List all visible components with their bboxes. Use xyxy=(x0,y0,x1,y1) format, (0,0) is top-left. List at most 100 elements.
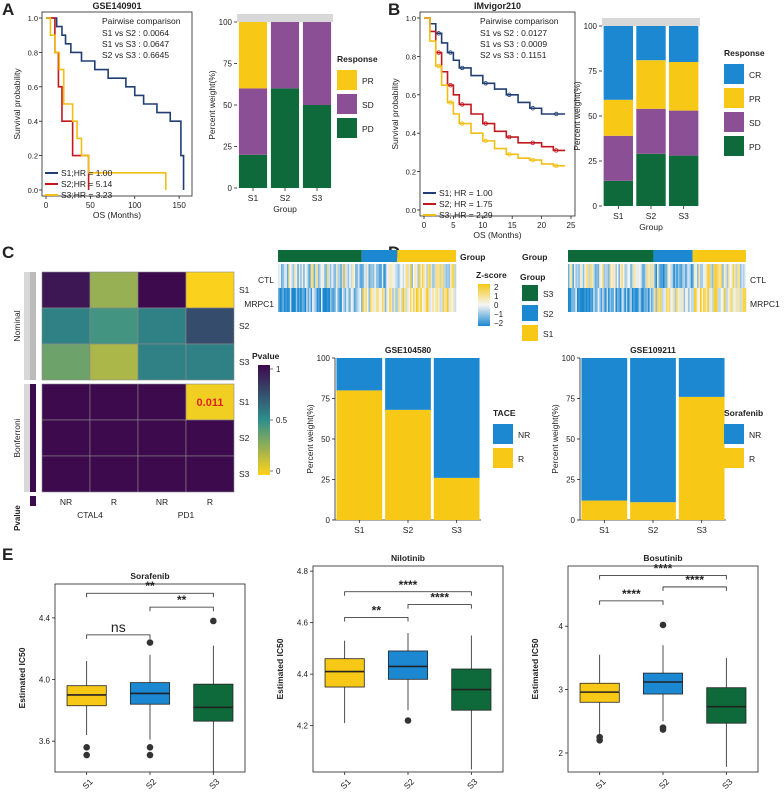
expression-cell xyxy=(294,264,297,288)
expression-cell xyxy=(386,264,389,288)
outlier-point xyxy=(210,617,217,625)
expression-cell xyxy=(304,288,307,312)
expression-cell xyxy=(350,288,353,312)
expression-cell xyxy=(603,288,606,312)
significance-label: ** xyxy=(177,593,187,607)
legend-swatch-pd xyxy=(337,118,357,138)
x-tick-label: 0 xyxy=(422,221,427,230)
expression-cell xyxy=(341,288,344,312)
heatmap-cell xyxy=(137,419,187,457)
expression-cell xyxy=(667,264,670,288)
panel-label-b: B xyxy=(388,0,400,19)
y-axis-label: Estimated IC50 xyxy=(275,638,285,699)
y-tick-label: 25 xyxy=(223,143,232,152)
x-tick-label: S1 xyxy=(338,776,353,791)
expression-cell xyxy=(359,288,362,312)
expression-cell xyxy=(454,288,457,312)
expression-cell xyxy=(667,288,670,312)
expression-cell xyxy=(322,264,325,288)
expression-cell xyxy=(453,288,455,312)
expression-cell xyxy=(611,288,613,312)
box-s2 xyxy=(642,672,684,695)
expression-cell xyxy=(292,264,295,288)
expression-cell xyxy=(372,288,375,312)
y-tick-label: 100 xyxy=(317,354,331,363)
heatmap-cell xyxy=(41,455,91,493)
bar-segment-nr xyxy=(581,358,628,501)
stacked-bar-bar_gse140901: 0 25 50 75 100 S1 S2 S3 Group Percent weight(%) Re… xyxy=(207,14,378,214)
expression-cell xyxy=(447,288,449,312)
expression-cell xyxy=(737,288,739,312)
pvalue-heatmap: Nominal Bonferroni S1 S2 S3 S1 S2 S3 0.011 Pvalue… xyxy=(12,271,288,531)
expression-cell xyxy=(726,288,729,312)
expression-cell xyxy=(427,264,430,288)
expression-cell xyxy=(657,264,659,288)
expression-cell xyxy=(334,264,337,288)
expression-cell xyxy=(450,264,452,288)
expression-cell xyxy=(646,264,649,288)
expression-cell xyxy=(282,288,285,312)
expression-cell xyxy=(301,288,304,312)
expression-cell xyxy=(738,288,741,312)
expression-cell xyxy=(651,264,653,288)
expression-cell xyxy=(578,264,581,288)
expression-cell xyxy=(421,264,424,288)
expression-cell xyxy=(619,288,622,312)
zscore-title: Z-score xyxy=(476,270,507,280)
expression-cell xyxy=(633,288,636,312)
expression-cell xyxy=(306,288,308,312)
expression-cell xyxy=(401,288,403,312)
expression-cell xyxy=(364,288,366,312)
group-legend-swatch-s3 xyxy=(522,285,538,301)
legend-item: CR xyxy=(749,70,761,80)
expression-cell xyxy=(433,264,436,288)
expression-cell xyxy=(658,264,661,288)
y-tick-label: 75 xyxy=(566,395,575,404)
row-label: S3 xyxy=(239,357,250,367)
censor-mark xyxy=(530,157,535,163)
expression-cell xyxy=(384,288,387,312)
expression-cell xyxy=(344,264,347,288)
legend-title: Response xyxy=(337,54,378,64)
expression-cell xyxy=(399,264,402,288)
column-label: NR xyxy=(60,497,72,507)
expression-cell xyxy=(352,288,354,312)
expression-cell xyxy=(338,264,341,288)
x-tick-label: S1 xyxy=(248,193,259,203)
zscore-colorbar xyxy=(478,284,490,326)
expression-cell xyxy=(671,288,674,312)
colorbar-title: Pvalue xyxy=(252,351,280,361)
panel-label-e: E xyxy=(2,545,13,564)
expression-cell xyxy=(634,264,637,288)
expression-cell xyxy=(292,288,295,312)
chart-title: Sorafenib xyxy=(130,571,169,581)
expression-cell xyxy=(697,288,699,312)
expression-cell xyxy=(613,288,616,312)
km-curve-s3 xyxy=(46,17,167,190)
expression-cell xyxy=(708,264,711,288)
expression-cell xyxy=(711,288,714,312)
expression-cell xyxy=(606,288,609,312)
expression-cell xyxy=(323,264,326,288)
x-tick-label: S1 xyxy=(599,525,610,535)
expression-cell xyxy=(404,288,406,312)
box-s3 xyxy=(193,683,234,722)
expression-cell xyxy=(651,288,653,312)
annotation-line: S1 vs S2 : 0.0064 xyxy=(102,28,169,38)
comparison-bracket xyxy=(149,606,214,612)
expression-cell xyxy=(435,288,438,312)
y-tick-label: 0.0 xyxy=(28,186,38,195)
expression-cell xyxy=(628,264,631,288)
expression-cell xyxy=(418,288,421,312)
expression-cell xyxy=(682,288,684,312)
facet-strip xyxy=(237,14,333,22)
row-label: MRPC1 xyxy=(244,299,274,309)
x-tick-label: 5 xyxy=(451,221,456,230)
legend-swatch-r xyxy=(724,448,744,468)
expression-cell xyxy=(618,264,621,288)
expression-cell xyxy=(280,288,283,312)
censor-mark xyxy=(448,100,453,105)
expression-cell xyxy=(319,264,322,288)
group-annotation-s1 xyxy=(692,250,746,262)
expression-cell xyxy=(695,264,698,288)
